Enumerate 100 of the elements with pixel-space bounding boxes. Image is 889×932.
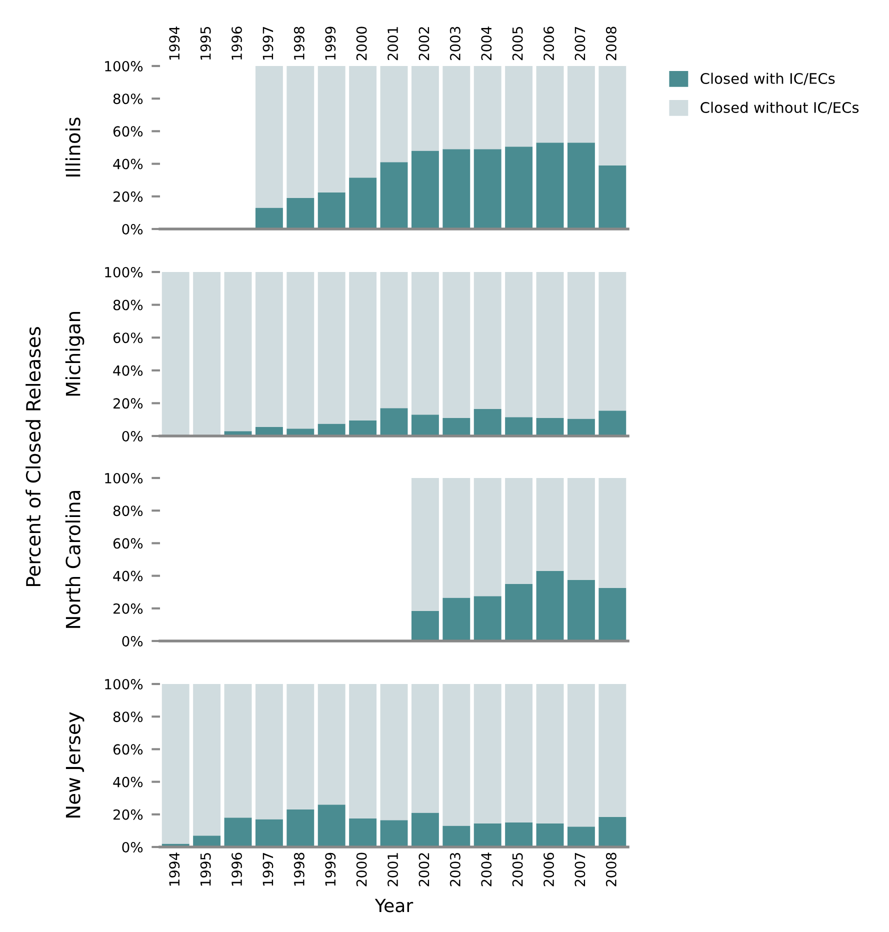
bar bbox=[536, 478, 564, 571]
legend-label: Closed without IC/ECs bbox=[700, 102, 859, 114]
bar bbox=[505, 822, 533, 847]
y-tick-label: 20% bbox=[113, 603, 143, 614]
bar bbox=[474, 149, 502, 229]
x-tick-label: 2005 bbox=[512, 27, 523, 60]
bar bbox=[598, 684, 626, 817]
x-tick-label: 2005 bbox=[512, 853, 523, 886]
bar bbox=[598, 165, 626, 229]
x-tick-label: 2004 bbox=[481, 26, 492, 60]
bar bbox=[380, 162, 408, 229]
x-tick-label: 1996 bbox=[232, 852, 242, 886]
bar bbox=[162, 272, 190, 436]
bar bbox=[318, 424, 346, 436]
bar bbox=[536, 823, 564, 847]
bar bbox=[567, 826, 595, 847]
bar bbox=[505, 272, 533, 418]
y-tick-label: 60% bbox=[113, 744, 143, 755]
bar bbox=[411, 610, 439, 641]
y-axis-title: Michigan bbox=[65, 312, 84, 396]
bar bbox=[318, 684, 346, 805]
bar bbox=[349, 66, 377, 178]
bar bbox=[411, 684, 439, 813]
bar bbox=[286, 684, 314, 810]
bar bbox=[193, 272, 221, 436]
bar bbox=[598, 588, 626, 641]
bar bbox=[474, 823, 502, 847]
bar bbox=[411, 272, 439, 415]
bar bbox=[474, 272, 502, 409]
bar bbox=[411, 478, 439, 611]
bar bbox=[442, 149, 470, 229]
bar bbox=[255, 684, 283, 820]
y-tick-label: 80% bbox=[113, 506, 143, 516]
x-tick-label: 2007 bbox=[574, 853, 586, 886]
x-tick-label: 2003 bbox=[450, 852, 460, 886]
bar bbox=[536, 142, 564, 229]
bar bbox=[349, 684, 377, 818]
x-tick-label: 1994 bbox=[169, 26, 180, 60]
y-tick-label: 0% bbox=[122, 224, 143, 234]
bar bbox=[474, 408, 502, 436]
y-axis-title: Illinois bbox=[65, 118, 80, 176]
bar bbox=[224, 272, 252, 432]
x-tick-label: 1998 bbox=[294, 26, 304, 60]
x-tick-label: 1998 bbox=[294, 852, 304, 886]
bar bbox=[536, 570, 564, 641]
bar bbox=[442, 826, 470, 847]
x-tick-label: 1999 bbox=[325, 26, 336, 60]
bar bbox=[474, 596, 502, 641]
x-tick-label: 1997 bbox=[262, 853, 274, 886]
bar bbox=[598, 410, 626, 436]
x-tick-label: 2000 bbox=[356, 26, 367, 60]
y-tick-label: 20% bbox=[113, 809, 143, 820]
bar bbox=[505, 66, 533, 147]
bar bbox=[598, 816, 626, 847]
bar bbox=[318, 66, 346, 192]
bar bbox=[567, 418, 595, 436]
y-tick-label: 40% bbox=[113, 776, 143, 788]
bar bbox=[598, 66, 626, 166]
y-tick-label: 80% bbox=[113, 712, 143, 722]
x-tick-label: 2004 bbox=[481, 852, 492, 886]
x-tick-label: 2006 bbox=[544, 852, 554, 886]
bar bbox=[442, 272, 470, 418]
y-tick-label: 40% bbox=[113, 365, 143, 376]
bar bbox=[411, 812, 439, 847]
x-tick-label: 1994 bbox=[169, 852, 180, 886]
bar bbox=[442, 418, 470, 436]
y-tick-label: 40% bbox=[113, 570, 143, 582]
y-tick-label: 100% bbox=[105, 266, 143, 278]
bar bbox=[567, 684, 595, 827]
x-tick-label: 2001 bbox=[388, 853, 398, 886]
bar bbox=[411, 414, 439, 436]
y-axis-title: New Jersey bbox=[66, 712, 84, 818]
bar bbox=[505, 584, 533, 641]
bar bbox=[474, 478, 502, 596]
bar bbox=[474, 684, 502, 824]
bar bbox=[567, 142, 595, 229]
bar bbox=[442, 598, 470, 641]
bar bbox=[598, 272, 626, 411]
bar bbox=[255, 819, 283, 847]
y-tick-label: 60% bbox=[113, 126, 143, 137]
bar bbox=[380, 408, 408, 436]
bar bbox=[536, 418, 564, 436]
bar bbox=[349, 272, 377, 420]
y-tick-label: 100% bbox=[105, 60, 143, 72]
x-tick-label: 2002 bbox=[418, 853, 430, 886]
bar bbox=[567, 272, 595, 419]
bar bbox=[380, 820, 408, 847]
bar bbox=[318, 272, 346, 424]
bar bbox=[505, 684, 533, 823]
x-tick-label: 2007 bbox=[574, 26, 586, 60]
bar bbox=[598, 478, 626, 588]
bar bbox=[286, 272, 314, 429]
text: Percent of Closed Releases bbox=[26, 327, 41, 586]
y-tick-label: 60% bbox=[113, 538, 143, 549]
y-tick-label: 60% bbox=[113, 332, 143, 344]
y-tick-label: 20% bbox=[113, 191, 143, 202]
bar bbox=[442, 478, 470, 598]
x-tick-label: 2000 bbox=[356, 852, 367, 886]
x-tick-label: 2003 bbox=[450, 26, 460, 60]
bar bbox=[286, 198, 314, 229]
